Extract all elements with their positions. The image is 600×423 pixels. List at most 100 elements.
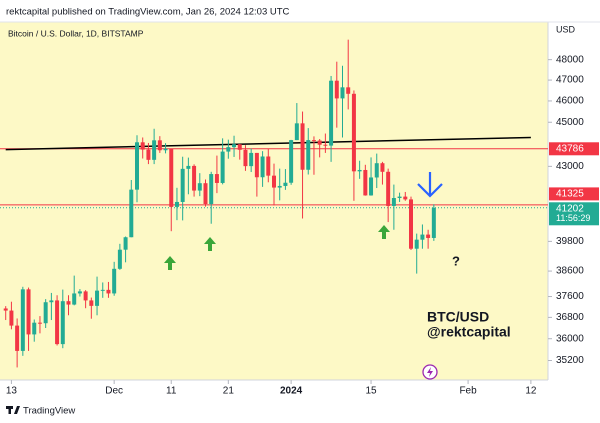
candle-body — [351, 93, 356, 172]
candle-body — [140, 142, 145, 150]
candle-body — [100, 289, 105, 291]
y-tick-label: 39800 — [556, 236, 584, 247]
candle-body — [260, 156, 265, 178]
candle-body — [180, 168, 185, 202]
candle-body — [197, 183, 202, 191]
candle-body — [369, 177, 374, 196]
up-arrow — [164, 256, 176, 270]
candle-body — [249, 152, 254, 167]
candle-body — [192, 165, 197, 191]
y-tick-label: 36800 — [556, 312, 584, 323]
candle-body — [254, 152, 259, 178]
up-arrow — [378, 225, 390, 239]
down-arrow — [417, 172, 443, 198]
annotation: BTC/USD — [427, 309, 489, 325]
candle-body — [334, 80, 339, 99]
y-tick-label: 48000 — [556, 54, 584, 65]
candle-body — [186, 165, 191, 169]
currency: USD — [556, 24, 576, 34]
y-tick-label: 43000 — [556, 161, 584, 172]
candle-body — [220, 151, 225, 183]
candle-body — [32, 322, 37, 335]
annotation: @rektcapital — [427, 324, 511, 340]
candle-body — [77, 291, 82, 294]
candle-body — [380, 163, 385, 172]
y-tick-label: 35200 — [556, 355, 584, 366]
candle-body — [123, 237, 128, 250]
chart-title: Bitcoin / U.S. Dollar, 1D, BITSTAMP — [8, 28, 144, 38]
event-icon-bolt — [427, 367, 433, 377]
marks — [0, 39, 548, 368]
annotation: ? — [452, 253, 460, 268]
candle-body — [226, 147, 231, 152]
candle-body — [157, 140, 162, 151]
candle-body — [386, 171, 391, 206]
candle-body — [3, 308, 8, 311]
candle-body — [397, 196, 402, 199]
candle-body — [169, 148, 174, 207]
candle-body — [163, 148, 168, 151]
x-tick-label: Dec — [105, 386, 123, 397]
candle-body — [117, 249, 122, 269]
x-tick-label: 12 — [525, 386, 537, 397]
candle-body — [232, 144, 237, 148]
candle-body — [294, 123, 299, 141]
candle-body — [20, 289, 25, 351]
candle-body — [214, 174, 219, 183]
candle-body — [323, 144, 328, 146]
candle-body — [340, 87, 345, 99]
x-tick-label: Feb — [459, 386, 477, 397]
candle-body — [174, 201, 179, 207]
price-label — [549, 187, 599, 201]
candle-body — [391, 198, 396, 206]
candle-body — [26, 289, 31, 335]
candle-body — [329, 80, 334, 146]
candle-body — [66, 301, 71, 305]
candle-body — [152, 140, 157, 160]
logo — [6, 406, 20, 414]
price-label-text: 41325 — [556, 189, 584, 200]
publisher: rektcapital published on TradingView.com… — [6, 7, 290, 18]
y-tick-label: 38600 — [556, 266, 584, 277]
trendline — [5, 136, 531, 151]
last-price-label — [549, 202, 599, 226]
x-tick-label: 21 — [223, 386, 235, 397]
candle-body — [277, 185, 282, 188]
x-tick-label: 15 — [365, 386, 377, 397]
candle-body — [311, 140, 316, 142]
y-tick-label: 46000 — [556, 96, 584, 107]
candle-body — [83, 291, 88, 301]
y-tick-label: 47000 — [556, 75, 584, 86]
price-label-text: 43786 — [556, 143, 584, 154]
candle-body — [306, 140, 311, 170]
candle-body — [272, 175, 276, 188]
last-price-label-countdown: 11:56:29 — [556, 213, 590, 223]
candle-body — [60, 301, 65, 345]
candle-body — [243, 149, 248, 167]
candle-body — [409, 199, 413, 249]
candle-body — [9, 310, 14, 326]
candle-body — [431, 207, 436, 238]
candle-body — [37, 322, 42, 324]
y-tick-label: 45000 — [556, 117, 584, 128]
candle-body — [95, 290, 100, 306]
candle-body — [420, 234, 425, 240]
candle-body — [89, 300, 94, 306]
y-tick-label: 36000 — [556, 333, 584, 344]
y-tick-label: 37600 — [556, 291, 584, 302]
candle-body — [135, 142, 139, 190]
candle-body — [414, 239, 419, 249]
candle-body — [72, 293, 77, 305]
candle-body — [49, 300, 54, 303]
candle-body — [363, 169, 368, 196]
brand: TradingView — [23, 406, 75, 417]
price-label — [549, 142, 599, 156]
candle-body — [403, 196, 408, 200]
candle-body — [146, 149, 151, 160]
candle-body — [357, 169, 362, 172]
candle-body — [43, 302, 48, 324]
candle-body — [374, 163, 379, 178]
candle-body — [300, 123, 305, 170]
candle-body — [15, 325, 20, 351]
